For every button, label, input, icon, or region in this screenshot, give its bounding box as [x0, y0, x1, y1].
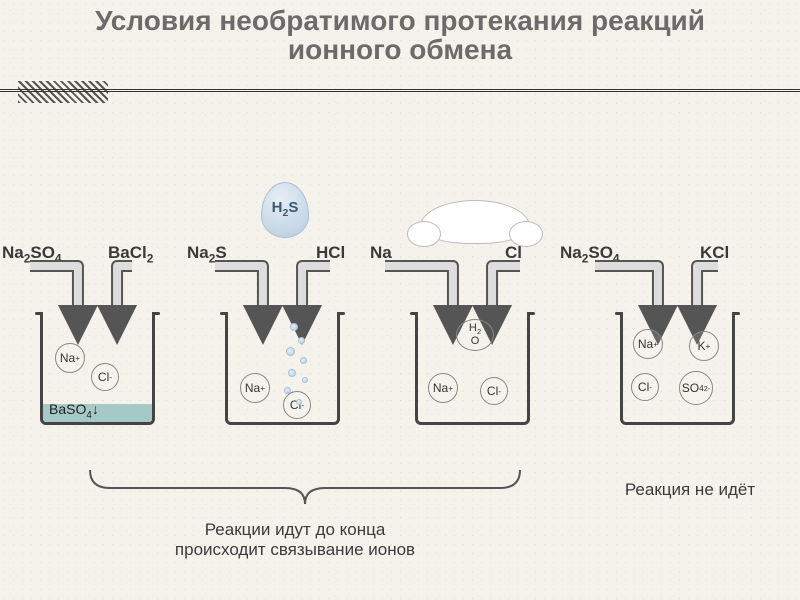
beaker: Na+ Cl- — [225, 315, 340, 425]
water-molecule: H2O — [456, 319, 494, 351]
slide-title: Условия необратимого протекания реакций … — [0, 0, 800, 75]
divider-hatch — [18, 81, 108, 103]
ion: Na+ — [428, 373, 458, 403]
reagent-label: Na2SO4 — [560, 243, 620, 265]
slide-content: Условия необратимого протекания реакций … — [0, 0, 800, 600]
ion: SO42- — [679, 371, 713, 405]
gas-bubble — [296, 399, 302, 405]
ion: Cl- — [91, 363, 119, 391]
caption-reactions-complete: Реакции идут до концапроисходит связыван… — [130, 520, 460, 560]
ion: Na+ — [633, 329, 663, 359]
gas-bubble — [298, 337, 305, 344]
reagent-label: Na2SO4 — [2, 243, 62, 265]
caption-no-reaction: Реакция не идёт — [600, 480, 780, 500]
reagent-label: Na — [370, 243, 392, 263]
precipitate-label: BaSO4↓ — [49, 401, 99, 421]
title-divider — [0, 79, 800, 109]
ion: Na+ — [240, 373, 270, 403]
gas-h2s-label: H2S — [272, 199, 299, 219]
reagent-label: Na2S — [187, 243, 227, 265]
reagent-label: HCl — [316, 243, 345, 263]
reagent-label: KCl — [700, 243, 729, 263]
beaker: H2O Na+ Cl- — [415, 315, 530, 425]
beaker: BaSO4↓ Na+Cl- — [40, 315, 155, 425]
gas-bubble — [302, 377, 308, 383]
beaker: Na+ K+ Cl- SO42- — [620, 315, 735, 425]
gas-bubble — [284, 387, 291, 394]
ion: Cl- — [480, 377, 508, 405]
gas-bubble — [290, 323, 298, 331]
ion: K+ — [689, 331, 719, 361]
gas-bubble — [286, 347, 295, 356]
vapor-cloud — [420, 200, 530, 244]
ion: Na+ — [55, 343, 85, 373]
gas-h2s-droplet: H2S — [261, 182, 309, 237]
gas-bubble — [288, 369, 296, 377]
gas-bubble — [300, 357, 307, 364]
ion: Cl- — [283, 391, 311, 419]
ion: Cl- — [631, 373, 659, 401]
divider-line — [0, 89, 800, 92]
reagent-label: BaCl2 — [108, 243, 153, 265]
